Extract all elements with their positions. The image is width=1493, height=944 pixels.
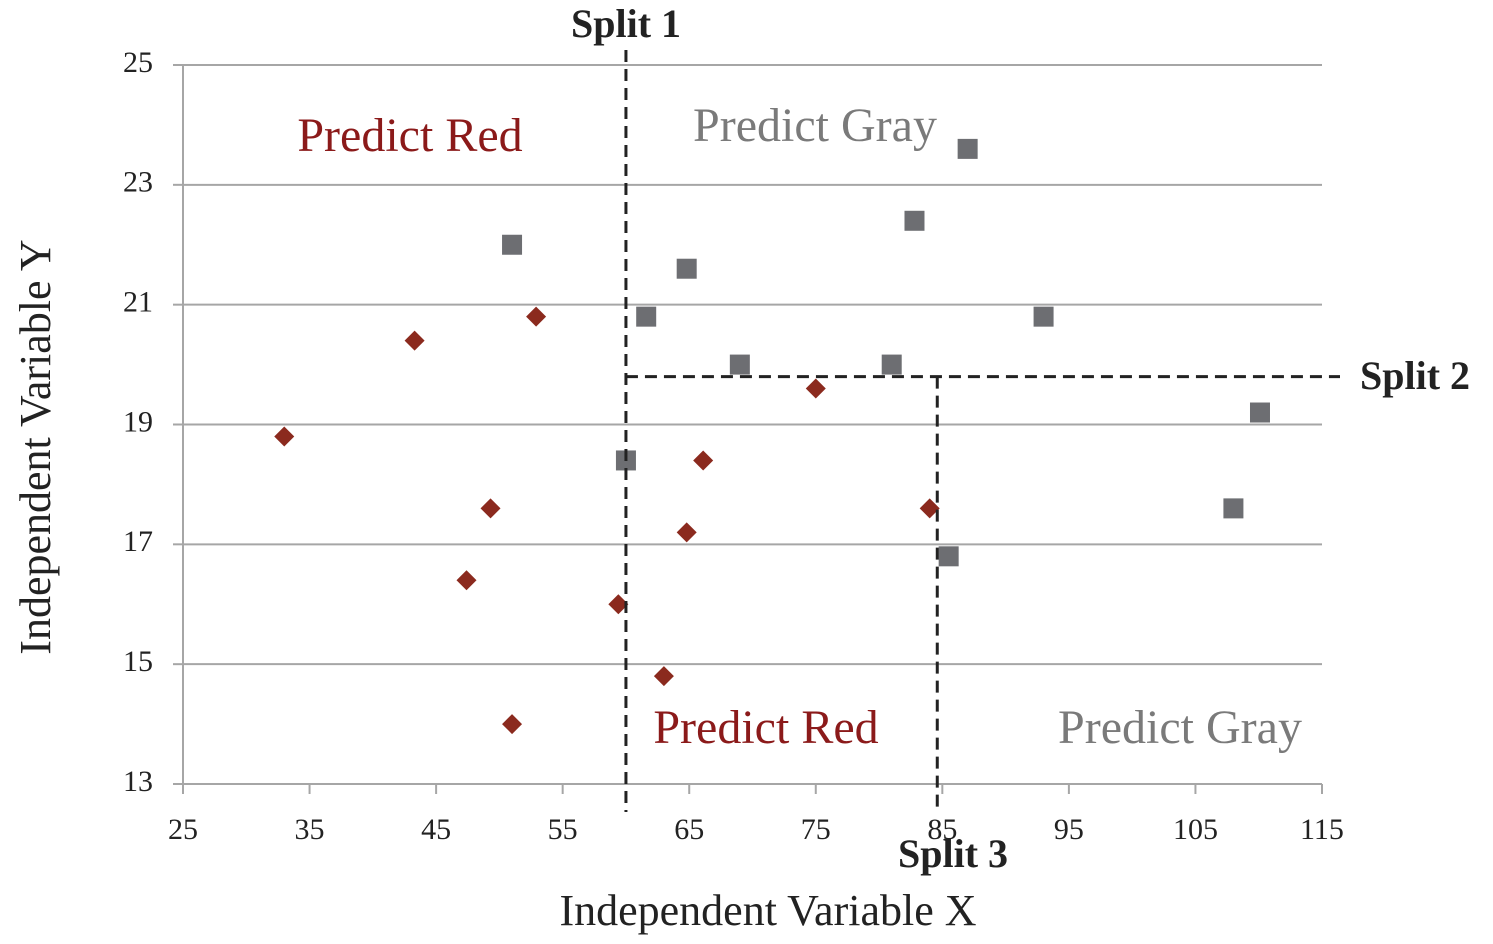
diamond-point — [502, 714, 523, 735]
square-point — [938, 546, 959, 567]
split-label: Split 2 — [1360, 353, 1470, 398]
diamond-point — [480, 498, 501, 519]
region-label: Predict Gray — [693, 99, 937, 152]
diamond-point — [805, 378, 826, 399]
square-point — [676, 258, 697, 279]
diamond-point — [693, 450, 714, 471]
x-tick-label: 75 — [801, 813, 831, 846]
region-label: Predict Red — [653, 701, 878, 754]
y-tick-label: 17 — [123, 525, 153, 558]
square-point — [1249, 402, 1270, 423]
square-point — [904, 210, 925, 231]
x-tick-label: 65 — [674, 813, 704, 846]
y-tick-label: 19 — [123, 405, 153, 438]
square-point — [881, 354, 902, 375]
split-label: Split 1 — [571, 1, 681, 46]
split-label: Split 3 — [898, 831, 1008, 876]
diamond-point — [404, 330, 425, 351]
diamond-point — [526, 306, 547, 327]
diamond-point — [676, 522, 697, 543]
y-tick-label: 21 — [123, 286, 153, 319]
y-tick-label: 15 — [123, 645, 153, 678]
region-label: Predict Gray — [1058, 701, 1302, 754]
y-tick-label: 13 — [123, 765, 153, 798]
x-tick-label: 25 — [168, 813, 198, 846]
x-tick-label: 95 — [1054, 813, 1084, 846]
x-axis-title: Independent Variable X — [559, 886, 976, 935]
x-tick-label: 105 — [1173, 813, 1218, 846]
x-tick-label: 85 — [927, 813, 957, 846]
square-point — [636, 306, 657, 327]
square-point — [957, 138, 978, 159]
square-point — [1033, 306, 1054, 327]
x-tick-label: 35 — [295, 813, 325, 846]
diamond-point — [608, 594, 629, 615]
diamond-point — [274, 426, 295, 447]
diamond-point — [653, 666, 674, 687]
square-point — [502, 234, 523, 255]
square-point — [1223, 498, 1244, 519]
diamond-point — [456, 570, 477, 591]
x-tick-label: 45 — [421, 813, 451, 846]
y-axis-title: Independent Variable Y — [11, 239, 60, 654]
square-point — [729, 354, 750, 375]
y-tick-label: 25 — [123, 46, 153, 79]
x-tick-label: 55 — [548, 813, 578, 846]
x-tick-label: 115 — [1300, 813, 1344, 846]
y-tick-label: 23 — [123, 166, 153, 199]
diamond-point — [919, 498, 940, 519]
region-label: Predict Red — [297, 109, 522, 162]
